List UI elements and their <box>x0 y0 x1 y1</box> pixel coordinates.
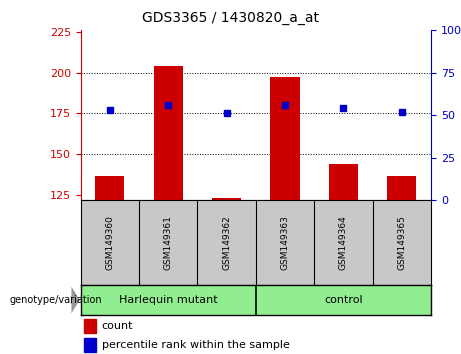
Text: genotype/variation: genotype/variation <box>9 295 102 305</box>
Text: GSM149360: GSM149360 <box>106 215 114 270</box>
Text: GSM149362: GSM149362 <box>222 215 231 270</box>
Text: control: control <box>324 295 363 305</box>
Bar <box>84 319 96 333</box>
Text: Harlequin mutant: Harlequin mutant <box>119 295 218 305</box>
Bar <box>271 78 300 200</box>
Polygon shape <box>71 287 80 313</box>
Bar <box>329 164 358 200</box>
Bar <box>212 198 241 200</box>
Bar <box>387 176 416 200</box>
Text: GSM149363: GSM149363 <box>281 215 290 270</box>
Bar <box>95 176 124 200</box>
Text: GSM149365: GSM149365 <box>397 215 406 270</box>
Text: GDS3365 / 1430820_a_at: GDS3365 / 1430820_a_at <box>142 11 319 25</box>
Text: percentile rank within the sample: percentile rank within the sample <box>102 341 290 350</box>
Text: GSM149364: GSM149364 <box>339 215 348 270</box>
Bar <box>154 66 183 200</box>
Text: GSM149361: GSM149361 <box>164 215 173 270</box>
Bar <box>84 338 96 352</box>
Text: count: count <box>102 321 133 331</box>
